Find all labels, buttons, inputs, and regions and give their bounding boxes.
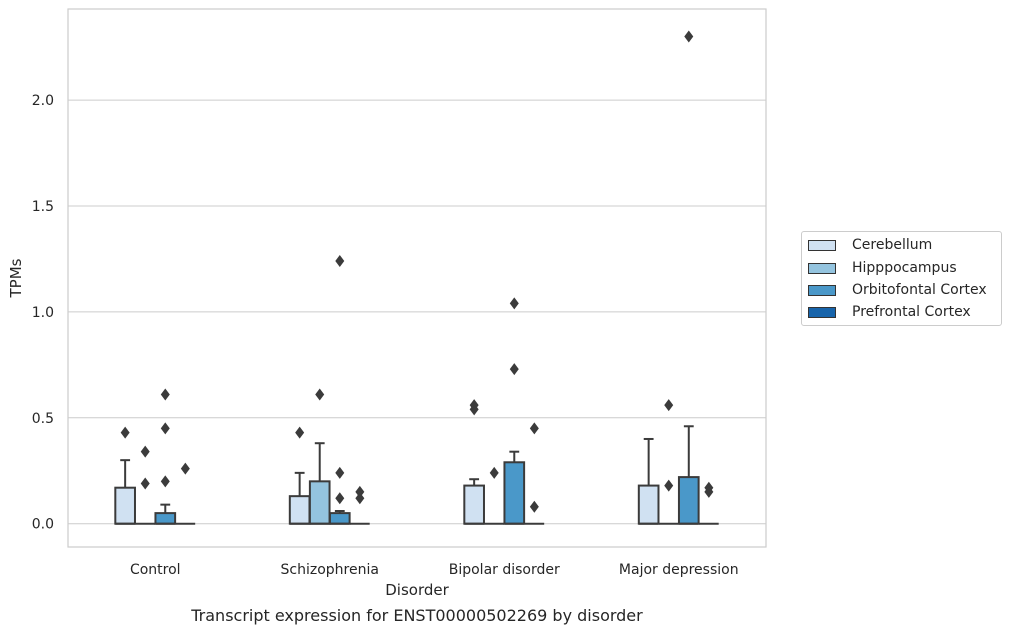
box-orbitofontal-cortex-major-depression — [677, 30, 700, 525]
legend-swatch-orbitofontal-cortex — [808, 284, 836, 296]
figure-caption: Transcript expression for ENST0000050226… — [191, 606, 643, 625]
outlier-point — [160, 422, 170, 435]
outlier-point — [529, 422, 539, 435]
box-orbitofontal-cortex-control — [154, 388, 177, 525]
box-orbitofontal-cortex-schizophrenia — [328, 255, 351, 525]
outlier-point — [180, 462, 190, 475]
outlier-point — [335, 492, 345, 505]
outlier-point — [704, 481, 714, 494]
outlier-point — [335, 255, 345, 268]
box-body — [308, 480, 331, 525]
outlier-point — [160, 388, 170, 401]
legend-swatch-hipppocampus — [808, 262, 836, 274]
outlier-point — [160, 475, 170, 488]
box-prefrontal-cortex-major-depression — [699, 481, 719, 525]
y-axis-label: TPMs — [7, 258, 25, 298]
box-body — [677, 476, 700, 525]
box-hipppocampus-control — [135, 445, 156, 525]
y-tick-label: 1.0 — [32, 305, 54, 321]
box-prefrontal-cortex-bipolar-disorder — [524, 422, 545, 525]
outlier-point — [120, 426, 130, 439]
outlier-point — [315, 388, 325, 401]
box-body — [637, 484, 660, 525]
outlier-point — [664, 399, 674, 412]
legend-label-hipppocampus: Hipppocampus — [852, 260, 957, 276]
legend-swatch-cerebellum — [808, 239, 836, 251]
outlier-point — [469, 399, 479, 412]
outlier-point — [664, 479, 674, 492]
y-tick-label: 1.5 — [32, 199, 54, 215]
outlier-point — [140, 477, 150, 490]
legend-item-cerebellum: Cerebellum — [808, 235, 932, 255]
legend-label-prefrontal-cortex: Prefrontal Cortex — [852, 304, 971, 320]
x-tick-label-schizophrenia: Schizophrenia — [281, 562, 379, 578]
legend-item-hipppocampus: Hipppocampus — [808, 258, 957, 278]
box-cerebellum-major-depression — [637, 437, 660, 525]
outlier-point — [509, 363, 519, 376]
x-tick-label-major-depression: Major depression — [619, 562, 739, 578]
outlier-point — [509, 297, 519, 310]
y-tick-label: 0.0 — [32, 517, 54, 533]
legend-label-cerebellum: Cerebellum — [852, 237, 933, 253]
outlier-point — [295, 426, 305, 439]
box-body — [154, 512, 177, 525]
box-prefrontal-cortex-schizophrenia — [350, 485, 370, 525]
outlier-point — [489, 466, 499, 479]
legend: Cerebellum Hipppocampus Orbitofontal Cor… — [801, 231, 1002, 326]
box-body — [328, 512, 351, 525]
outlier-point — [529, 500, 539, 513]
outlier-point — [355, 485, 365, 498]
x-tick-label-bipolar-disorder: Bipolar disorder — [449, 562, 560, 578]
box-cerebellum-control — [114, 426, 136, 525]
box-body — [503, 461, 526, 525]
box-body — [114, 486, 136, 525]
plot-frame — [67, 8, 767, 548]
legend-item-orbitofontal-cortex: Orbitofontal Cortex — [808, 280, 987, 300]
x-axis-label: Disorder — [385, 581, 449, 599]
outlier-point — [140, 445, 150, 458]
box-body — [463, 484, 485, 525]
box-hipppocampus-schizophrenia — [308, 388, 331, 525]
box-cerebellum-schizophrenia — [288, 426, 311, 525]
outlier-point — [355, 492, 365, 505]
outlier-point — [335, 466, 345, 479]
box-cerebellum-bipolar-disorder — [463, 399, 485, 525]
box-hipppocampus-major-depression — [658, 399, 679, 525]
box-prefrontal-cortex-control — [175, 462, 196, 525]
legend-label-orbitofontal-cortex: Orbitofontal Cortex — [852, 282, 987, 298]
y-tick-label: 2.0 — [32, 93, 54, 109]
box-hipppocampus-bipolar-disorder — [484, 466, 505, 525]
legend-swatch-prefrontal-cortex — [808, 306, 836, 318]
box-body — [288, 495, 311, 525]
y-tick-label: 0.5 — [32, 411, 54, 427]
x-tick-label-control: Control — [130, 562, 181, 578]
box-orbitofontal-cortex-bipolar-disorder — [503, 297, 526, 525]
outlier-point — [684, 30, 694, 43]
legend-item-prefrontal-cortex: Prefrontal Cortex — [808, 302, 971, 322]
